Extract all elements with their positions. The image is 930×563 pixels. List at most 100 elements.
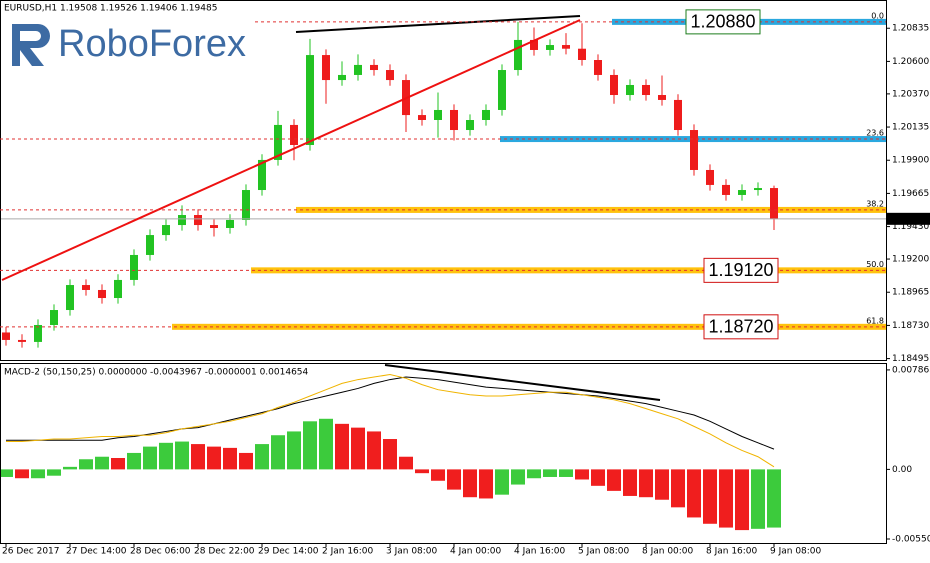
macd-bar <box>95 456 109 470</box>
macd-bar <box>671 469 685 508</box>
x-tick-label: 2 Jan 16:00 <box>322 547 374 557</box>
macd-bar <box>687 469 701 518</box>
macd-bar <box>287 431 301 470</box>
y-tick-label: 1.18495 <box>892 354 929 364</box>
candle-body <box>306 55 314 145</box>
fibo-level: 0.0 <box>871 11 884 20</box>
candle-body <box>450 109 458 131</box>
candle-body <box>594 60 602 75</box>
price-panel-frame <box>0 0 887 361</box>
macd-bar <box>223 447 237 470</box>
candle-body <box>658 95 666 100</box>
macd-bar <box>511 469 525 485</box>
candle-body <box>642 84 650 96</box>
candle-body <box>530 39 538 50</box>
candle-body <box>482 109 490 120</box>
fibo-level: 38.2 <box>866 199 884 208</box>
candle-body <box>146 235 154 255</box>
level-label: 1.20880 <box>690 12 755 32</box>
candle-body <box>34 324 42 342</box>
trend-line <box>295 15 581 33</box>
candle-body <box>82 285 90 290</box>
macd-bar <box>703 469 717 524</box>
macd-bar <box>543 469 557 477</box>
macd-bar <box>271 435 285 470</box>
macd-line <box>6 374 775 468</box>
macd-bar <box>479 469 493 499</box>
x-tick-label: 8 Jan 00:00 <box>642 547 694 557</box>
logo: RoboForex <box>12 23 246 66</box>
macd-line <box>6 376 775 450</box>
x-tick-label: 4 Jan 00:00 <box>450 547 502 557</box>
fibo-bands <box>172 18 886 330</box>
macd-bar <box>431 469 445 481</box>
macd-panel-frame <box>0 363 887 544</box>
candle-body <box>626 84 634 96</box>
candle-body <box>18 339 26 342</box>
candle-body <box>258 159 266 191</box>
macd-bar <box>383 439 397 470</box>
level-label: 1.19120 <box>708 260 773 280</box>
macd-bar <box>127 452 141 470</box>
x-tick-label: 27 Dec 14:00 <box>66 547 127 557</box>
fibo-level: 61.8 <box>866 316 884 325</box>
macd-bar <box>751 469 765 529</box>
x-tick-label: 9 Jan 08:00 <box>770 547 822 557</box>
macd-bar <box>655 469 669 500</box>
y-tick-label: 1.18730 <box>892 321 929 331</box>
candle-body <box>354 64 362 75</box>
macd-bar <box>159 442 173 470</box>
candle-body <box>706 169 714 185</box>
candle-body <box>690 130 698 170</box>
y-tick-label: 1.18965 <box>892 288 929 298</box>
macd-bar <box>367 431 381 470</box>
y-tick-label: 1.20370 <box>892 89 929 99</box>
candle-body <box>338 74 346 81</box>
logo-text: RoboForex <box>58 23 246 65</box>
y-tick-label: -0.005504 <box>892 535 930 545</box>
macd-bar <box>143 446 157 470</box>
candle-body <box>370 64 378 71</box>
x-tick-label: 29 Dec 14:00 <box>258 547 319 557</box>
x-tick-label: 26 Dec 2017 <box>2 547 60 557</box>
macd-bar <box>207 446 221 470</box>
macd-bar <box>191 444 205 470</box>
y-tick-label: 1.20135 <box>892 123 929 133</box>
macd-bar <box>447 469 461 490</box>
x-tick-label: 3 Jan 08:00 <box>386 547 438 557</box>
candle-body <box>114 279 122 299</box>
candle-body <box>226 219 234 228</box>
macd-bar <box>175 441 189 470</box>
macd-bar <box>47 469 61 476</box>
chart-header: EURUSD,H1 1.19508 1.19526 1.19406 1.1948… <box>4 4 217 14</box>
candle-body <box>66 285 74 311</box>
level-box <box>703 257 779 283</box>
macd-bar <box>735 469 749 531</box>
y-tick-label: 1.19665 <box>892 189 929 199</box>
x-tick-label: 28 Dec 06:00 <box>130 547 191 557</box>
macd-bar <box>335 423 349 470</box>
candle-body <box>722 184 730 195</box>
last-price-box <box>887 212 930 225</box>
macd-bar <box>575 469 589 480</box>
y-tick-label: 1.19200 <box>892 255 929 265</box>
macd-bar <box>607 469 621 491</box>
candle-body <box>610 74 618 96</box>
macd-bar <box>527 469 541 479</box>
candle-body <box>578 48 586 60</box>
macd-bar <box>15 469 29 479</box>
logo-icon <box>12 24 50 66</box>
macd-bar <box>79 459 93 470</box>
macd-bar <box>639 469 653 498</box>
candle-body <box>130 254 138 280</box>
level-box <box>685 9 761 35</box>
candle-body <box>738 190 746 195</box>
candle-body <box>770 188 778 219</box>
candle-body <box>514 39 522 71</box>
candle-body <box>242 190 250 220</box>
candle-body <box>2 332 10 340</box>
trend-line <box>1 19 581 281</box>
candle-body <box>210 225 218 228</box>
candle-body <box>290 124 298 145</box>
